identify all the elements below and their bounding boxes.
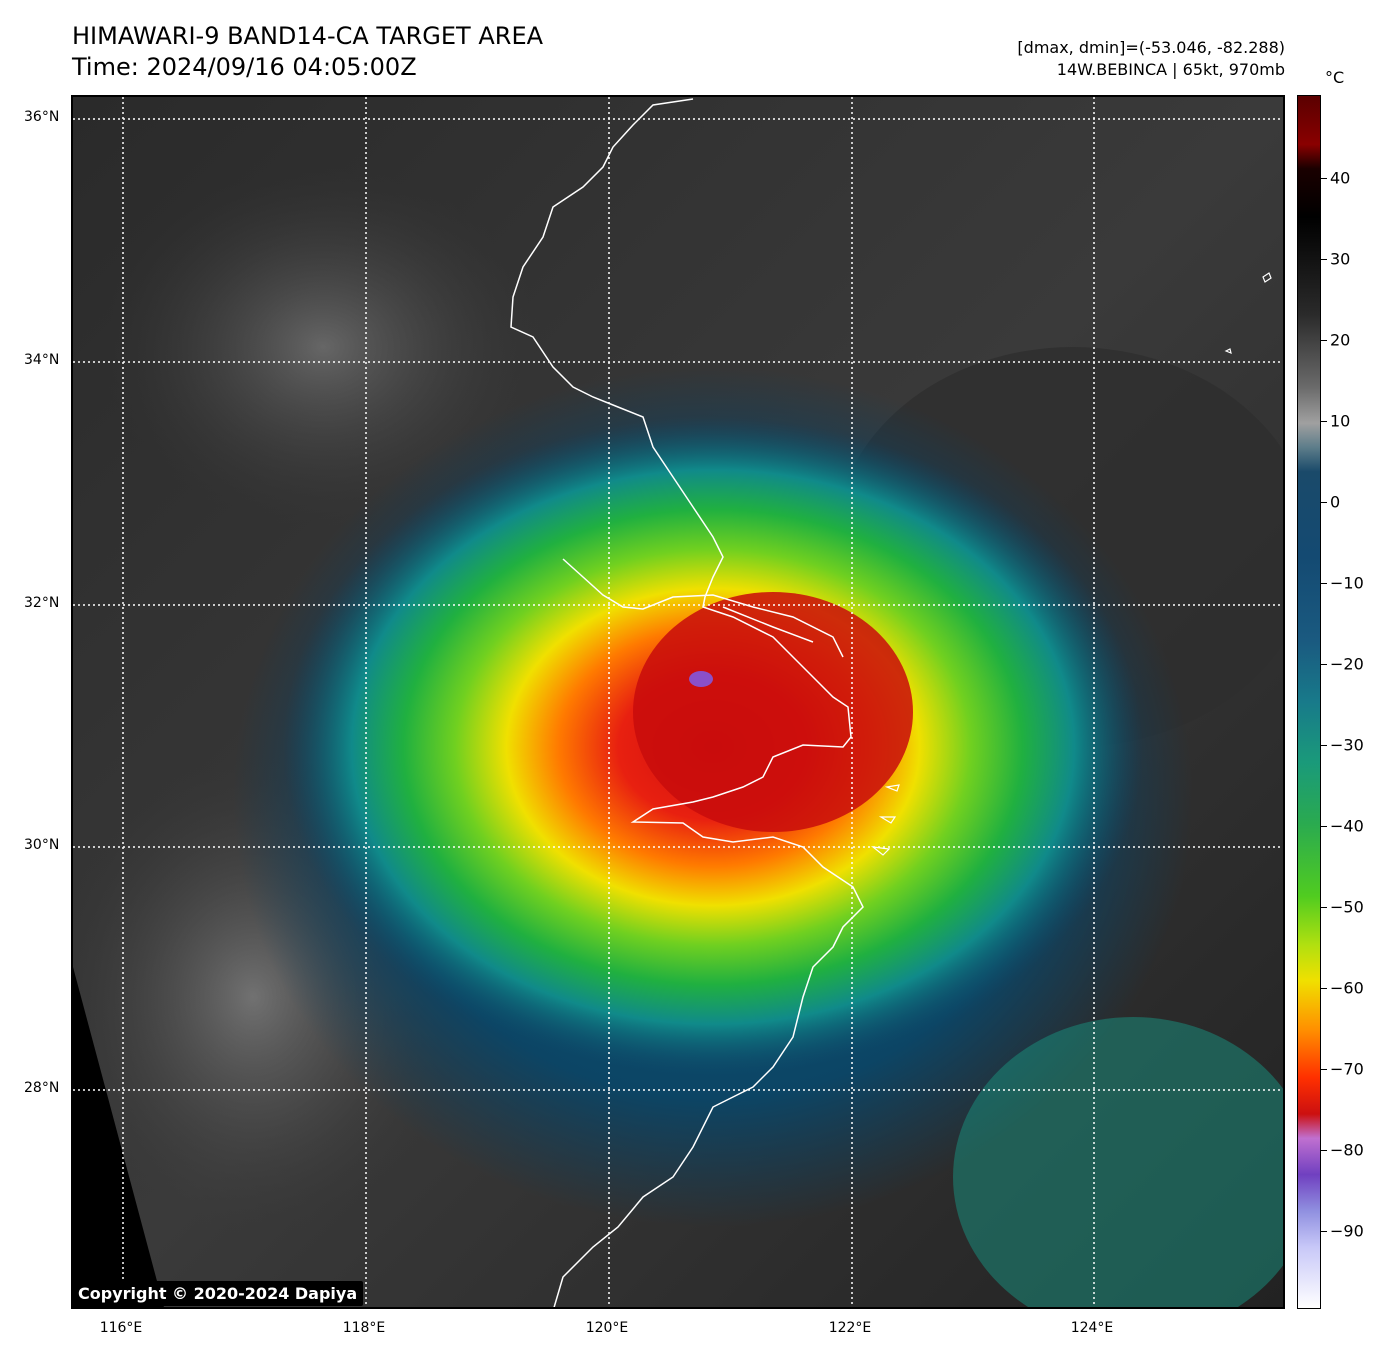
colorbar-tick-label: −10 (1330, 573, 1364, 593)
colorbar-tick-label: −80 (1330, 1140, 1364, 1160)
lat-label-32n: 32°N (24, 595, 60, 611)
colorbar-tick-label: 20 (1330, 330, 1351, 350)
colorbar-tick (1321, 664, 1327, 665)
colorbar-tick (1321, 1231, 1327, 1232)
colorbar-tick (1321, 826, 1327, 827)
yangtze-river (562, 558, 844, 658)
colorbar-tick-label: 10 (1330, 411, 1351, 431)
lat-label-28n: 28°N (24, 1080, 60, 1096)
coldest-spot (689, 671, 713, 687)
lon-label-116e: 116°E (99, 1320, 143, 1336)
lon-label-124e: 124°E (1070, 1320, 1114, 1336)
colorbar-tick-label: −40 (1330, 816, 1364, 836)
island (870, 784, 900, 856)
southeast-band (953, 1017, 1283, 1307)
image-title: HIMAWARI-9 BAND14-CA TARGET AREA (72, 22, 544, 50)
coastline (510, 98, 864, 1307)
lon-label-120e: 120°E (585, 1320, 629, 1336)
island (1224, 348, 1232, 354)
copyright-notice: Copyright © 2020-2024 Dapiya (72, 1281, 364, 1306)
colorbar-tick (1321, 988, 1327, 989)
colorbar-tick (1321, 178, 1327, 179)
lat-label-36n: 36°N (24, 109, 60, 125)
colorbar-tick-label: −90 (1330, 1221, 1364, 1241)
colorbar-tick-label: 30 (1330, 249, 1351, 269)
colorbar-tick (1321, 502, 1327, 503)
colorbar-tick (1321, 1069, 1327, 1070)
colorbar-tick (1321, 1150, 1327, 1151)
colorbar-tick (1321, 340, 1327, 341)
image-time: Time: 2024/09/16 04:05:00Z (72, 53, 417, 81)
temperature-colorbar (1297, 95, 1321, 1309)
island (1262, 272, 1272, 283)
lon-label-122e: 122°E (828, 1320, 872, 1336)
lon-label-118e: 118°E (342, 1320, 386, 1336)
colorbar-tick (1321, 745, 1327, 746)
colorbar-unit: °C (1325, 68, 1345, 87)
colorbar-tick (1321, 259, 1327, 260)
dmax-dmin-readout: [dmax, dmin]=(-53.046, -82.288) (1017, 38, 1285, 57)
satellite-imagery (73, 97, 1283, 1307)
lat-label-30n: 30°N (24, 837, 60, 853)
colorbar-tick-label: 0 (1330, 492, 1341, 512)
colorbar-tick-label: −60 (1330, 978, 1364, 998)
lat-label-34n: 34°N (24, 352, 60, 368)
storm-info: 14W.BEBINCA | 65kt, 970mb (1056, 60, 1285, 79)
colorbar-tick-label: 40 (1330, 168, 1351, 188)
colorbar-tick-label: −50 (1330, 897, 1364, 917)
colorbar-tick (1321, 421, 1327, 422)
colorbar-tick-label: −70 (1330, 1059, 1364, 1079)
colorbar-tick-label: −30 (1330, 735, 1364, 755)
colorbar-tick (1321, 907, 1327, 908)
cloud-patch (103, 167, 543, 527)
colorbar-tick-label: −20 (1330, 654, 1364, 674)
colorbar-tick (1321, 583, 1327, 584)
cold-cloud-tops (633, 592, 913, 832)
satellite-map (71, 95, 1285, 1309)
lat-lon-grid (73, 97, 1283, 1307)
